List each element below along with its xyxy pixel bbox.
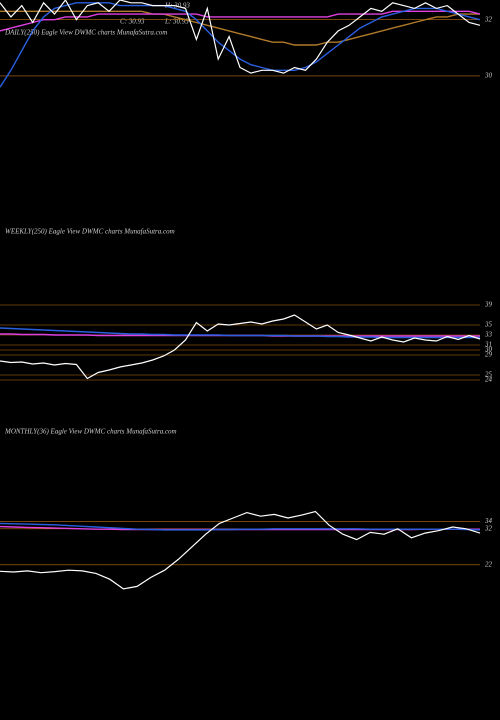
y-tick-label: 29 <box>485 351 493 359</box>
series-line <box>0 327 480 339</box>
y-tick-label: 39 <box>484 301 493 309</box>
y-tick-label: 31 <box>484 341 492 349</box>
header-item: H: 30.93 <box>164 2 190 10</box>
series-line <box>0 314 481 380</box>
y-tick-label: 32 <box>484 15 493 23</box>
y-tick-label: 35 <box>484 321 493 329</box>
chart-title: WEEKLY(250) Eagle View DWMC charts Munaf… <box>5 228 175 236</box>
y-tick-label: 34 <box>484 517 493 525</box>
series-line <box>0 10 481 32</box>
series-line <box>0 522 481 531</box>
y-tick-label: 32 <box>484 524 493 532</box>
header-item: C: 30.93 <box>120 18 145 26</box>
y-tick-label: 24 <box>485 376 493 384</box>
chart-title: MONTHLY(36) Eagle View DWMC charts Munaf… <box>4 428 177 436</box>
y-tick-label: 33 <box>484 331 493 339</box>
y-tick-label: 30 <box>484 72 493 80</box>
header-item: L: 30.93 <box>164 18 189 26</box>
series-line <box>0 0 481 74</box>
y-tick-label: 25 <box>485 371 493 379</box>
series-line <box>0 510 481 590</box>
series-line <box>0 2 481 88</box>
y-tick-label: 22 <box>485 560 493 568</box>
y-tick-label: 30 <box>484 346 493 354</box>
chart-title: DAILY(250) Eagle View DWMC charts Munafa… <box>4 29 167 37</box>
series-line <box>0 10 480 46</box>
